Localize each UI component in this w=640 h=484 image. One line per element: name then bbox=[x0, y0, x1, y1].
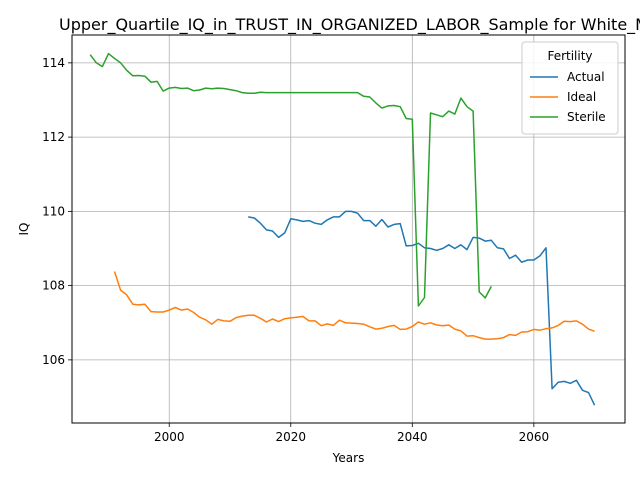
series-line-sterile bbox=[89, 52, 492, 307]
y-tick-label: 108 bbox=[42, 279, 65, 293]
plot-frame bbox=[71, 34, 626, 424]
chart-title: Upper_Quartile_IQ_in_TRUST_IN_ORGANIZED_… bbox=[59, 15, 640, 35]
legend-box bbox=[521, 41, 619, 135]
x-tick-label: 2000 bbox=[154, 430, 185, 444]
ticks: 2000 2020 2040 2060 106 108 110 112 114 bbox=[42, 56, 549, 444]
legend-label-sterile: Sterile bbox=[567, 110, 606, 124]
y-tick-label: 114 bbox=[42, 56, 65, 70]
y-tick-label: 106 bbox=[42, 353, 65, 367]
legend-entries: Actual Ideal Sterile bbox=[530, 70, 606, 124]
x-tick-label: 2040 bbox=[397, 430, 428, 444]
series-lines bbox=[89, 52, 596, 406]
series-line-ideal bbox=[113, 271, 595, 340]
x-axis-label: Years bbox=[332, 451, 365, 465]
legend-label-actual: Actual bbox=[567, 70, 605, 84]
legend: Fertility Actual Ideal Sterile bbox=[521, 41, 619, 135]
y-tick-label: 112 bbox=[42, 130, 65, 144]
series-line-actual bbox=[248, 210, 596, 406]
x-tick-label: 2020 bbox=[275, 430, 306, 444]
legend-label-ideal: Ideal bbox=[567, 90, 596, 104]
x-tick-label: 2060 bbox=[519, 430, 550, 444]
y-tick-label: 110 bbox=[42, 204, 65, 218]
legend-title: Fertility bbox=[547, 49, 592, 63]
y-axis-label: IQ bbox=[17, 223, 31, 236]
